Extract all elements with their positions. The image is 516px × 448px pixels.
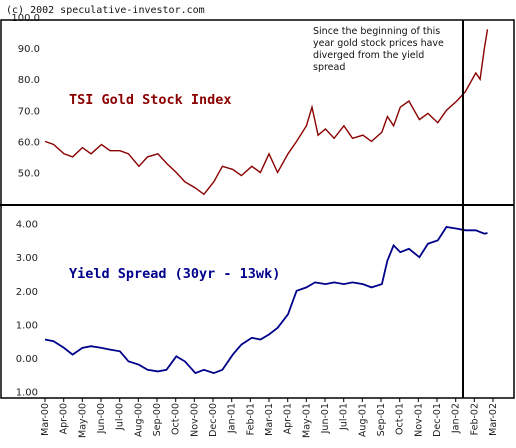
x-tick-label: Mar-02: [488, 403, 499, 436]
x-tick-label: May-00: [77, 403, 88, 438]
x-tick-label: Nov-00: [189, 403, 200, 437]
svg-text:diverged from the yield: diverged from the yield: [313, 50, 424, 61]
x-tick-label: Dec-01: [432, 403, 443, 437]
x-tick-label: May-01: [301, 403, 312, 438]
y-tick-label: 0.00: [16, 354, 38, 365]
x-tick-label: Apr-00: [59, 403, 70, 434]
gold-index-title: TSI Gold Stock Index: [69, 92, 232, 108]
y-tick-label: 70.0: [18, 106, 40, 117]
x-tick-label: Oct-00: [171, 403, 182, 435]
x-tick-label: Feb-01: [245, 403, 256, 435]
svg-text:spread: spread: [313, 62, 345, 73]
y-tick-label: 60.0: [18, 137, 40, 148]
x-tick-label: Aug-01: [357, 403, 368, 437]
y-tick-label: 90.0: [18, 44, 40, 55]
bottom-panel-y-ticks: 4.00 3.00 2.00 1.00 0.00 1.00: [16, 220, 38, 399]
x-tick-label: Jul-00: [115, 403, 126, 431]
x-tick-label: Nov-01: [413, 403, 424, 437]
x-tick-label: Mar-00: [40, 403, 51, 436]
y-tick-label: 80.0: [18, 75, 40, 86]
svg-text:Since the beginning of this: Since the beginning of this: [313, 26, 440, 37]
x-tick-label: Aug-00: [133, 403, 144, 437]
gold-index-line: [44, 29, 489, 196]
copyright-label: (c) 2002 speculative-investor.com: [6, 5, 205, 16]
x-tick-label: Apr-01: [283, 403, 294, 434]
svg-text:year gold stock prices have: year gold stock prices have: [313, 38, 444, 49]
x-tick-label: Feb-02: [469, 403, 480, 435]
y-tick-label: 50.0: [18, 169, 40, 180]
top-panel-y-ticks: 100.0 90.0 80.0 70.0 60.0 50.0: [11, 13, 40, 180]
x-tick-label: Jun-01: [320, 403, 331, 434]
x-tick-label: Dec-00: [208, 403, 219, 437]
y-tick-label: 1.00: [16, 388, 38, 399]
y-tick-label: 1.00: [16, 320, 38, 331]
annotation-text: Since the beginning of this year gold st…: [313, 26, 444, 73]
yield-spread-title: Yield Spread (30yr - 13wk): [69, 266, 280, 282]
x-tick-label: Jun-00: [96, 403, 107, 434]
y-tick-label: 2.00: [16, 287, 38, 298]
chart-frame: [0, 19, 515, 399]
x-tick-label: Jan-01: [227, 403, 238, 434]
x-tick-label: Sep-01: [376, 403, 387, 436]
x-axis-ticks: Mar-00 Apr-00 May-00 Jun-00 Jul-00 Aug-00 Sep-…: [40, 398, 499, 438]
x-tick-label: Jan-02: [451, 403, 462, 434]
x-tick-label: Sep-00: [152, 403, 163, 436]
y-tick-label: 4.00: [16, 220, 38, 231]
yield-spread-line: [44, 226, 488, 375]
y-tick-label: 100.0: [11, 13, 40, 24]
x-tick-label: Oct-01: [395, 403, 406, 435]
x-tick-label: Mar-01: [264, 403, 275, 436]
y-tick-label: 3.00: [16, 253, 38, 264]
x-tick-label: Jul-01: [339, 403, 350, 431]
